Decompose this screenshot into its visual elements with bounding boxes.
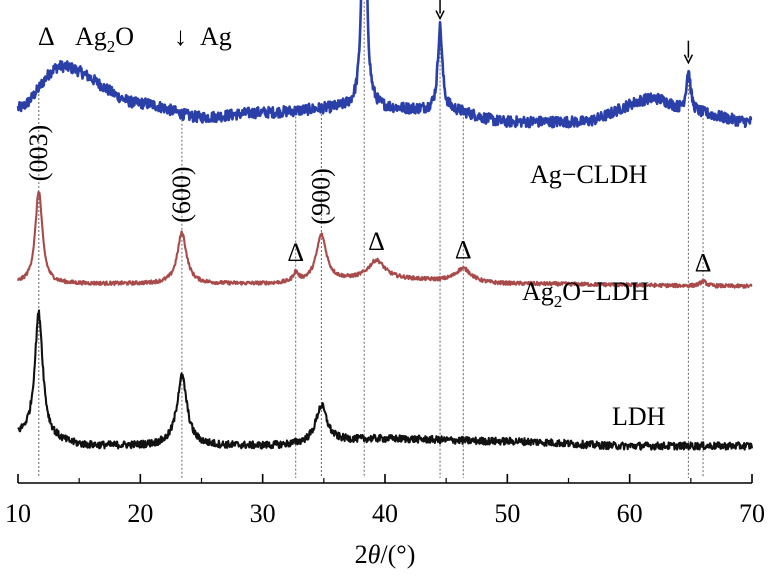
guide-lines	[38, 0, 704, 478]
ag-marker-arrowhead-2	[683, 54, 694, 65]
legend-delta-symbol: Δ	[38, 22, 55, 51]
x-axis-title: 2θ/(°)	[355, 540, 416, 569]
series-curve-1	[16, 190, 753, 289]
series-label-ldh: LDH	[612, 402, 666, 431]
ag2o-marker-2: Δ	[455, 235, 472, 264]
peak-label-1: (600)	[167, 166, 196, 222]
legend-item-ag: ↓ Ag	[174, 22, 232, 51]
x-tick-label: 40	[372, 499, 398, 528]
series-curve-0	[16, 0, 753, 129]
ag2o-marker-3: Δ	[695, 248, 712, 277]
legend-ag-text: Ag	[200, 22, 232, 51]
peak-label-0: (003)	[24, 125, 53, 181]
series-label-ag2o-ldh: Ag2O−LDH	[522, 277, 649, 311]
series-label-ag-cldh: Ag−CLDH	[530, 160, 647, 189]
legend: Δ Ag2O ↓ Ag	[38, 22, 232, 56]
x-tick-label: 50	[494, 499, 520, 528]
legend-arrow-symbol: ↓	[174, 22, 187, 51]
legend-item-ag2o: Δ Ag2O	[38, 22, 134, 56]
x-tick-label: 60	[617, 499, 643, 528]
legend-ag2o-text: Ag2O	[75, 22, 134, 56]
ag2o-marker-0: Δ	[287, 238, 304, 267]
x-tick-label: 30	[250, 499, 276, 528]
series-curve-2	[17, 309, 754, 451]
ag2o-marker-1: Δ	[368, 227, 385, 256]
series-curves	[16, 0, 754, 451]
peak-label-2: (900)	[306, 168, 335, 224]
x-tick-label: 10	[5, 499, 31, 528]
ag-marker-arrowhead-1	[435, 10, 445, 21]
x-tick-label: 70	[739, 499, 765, 528]
peak-labels: (003) (600) (900)	[24, 125, 336, 225]
series-labels: Ag−CLDH Ag2O−LDH LDH	[522, 160, 666, 431]
x-ticks: 10 20 30 40 50 60 70	[5, 474, 765, 528]
x-tick-label: 20	[127, 499, 153, 528]
